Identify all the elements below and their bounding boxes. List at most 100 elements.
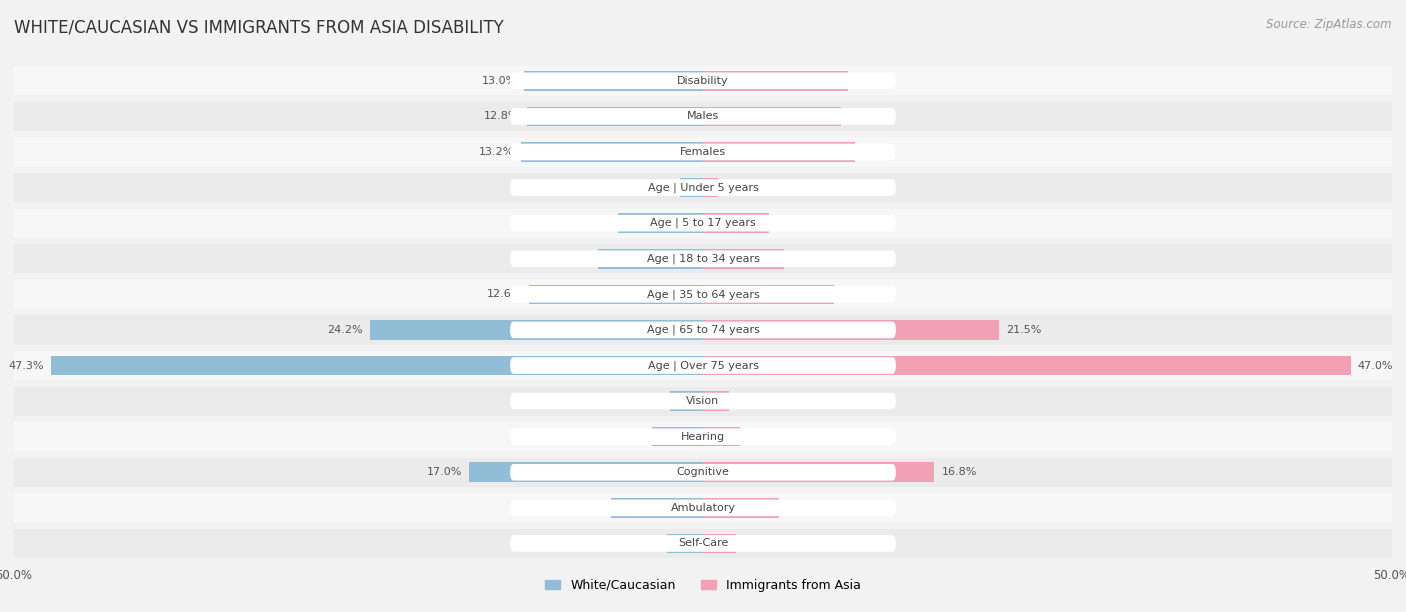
Bar	[14, 351, 1392, 380]
Bar	[524, 71, 703, 91]
Bar	[370, 320, 703, 340]
Text: 17.0%: 17.0%	[426, 468, 461, 477]
Bar	[669, 391, 703, 411]
Bar	[14, 493, 1392, 523]
Text: Age | 35 to 64 years: Age | 35 to 64 years	[647, 289, 759, 300]
Text: Disability: Disability	[678, 76, 728, 86]
FancyBboxPatch shape	[510, 250, 896, 267]
Bar	[703, 142, 855, 162]
Bar	[703, 356, 1351, 375]
Bar	[703, 498, 779, 518]
Text: 13.0%: 13.0%	[482, 76, 517, 86]
Text: Age | 5 to 17 years: Age | 5 to 17 years	[650, 218, 756, 228]
Text: 11.0%: 11.0%	[862, 147, 897, 157]
Bar	[530, 285, 703, 304]
Text: 1.1%: 1.1%	[725, 182, 754, 193]
Text: Females: Females	[681, 147, 725, 157]
Bar	[14, 422, 1392, 451]
Text: 3.7%: 3.7%	[617, 431, 645, 442]
Text: 21.5%: 21.5%	[1007, 325, 1042, 335]
Text: Ambulatory: Ambulatory	[671, 503, 735, 513]
Bar	[14, 66, 1392, 95]
FancyBboxPatch shape	[510, 144, 896, 160]
Bar	[14, 244, 1392, 274]
Bar	[703, 214, 769, 233]
Text: 10.5%: 10.5%	[855, 76, 890, 86]
Bar	[14, 173, 1392, 202]
Bar	[14, 280, 1392, 309]
Bar	[703, 249, 785, 269]
Legend: White/Caucasian, Immigrants from Asia: White/Caucasian, Immigrants from Asia	[546, 579, 860, 592]
Text: 1.7%: 1.7%	[644, 182, 672, 193]
Text: 10.0%: 10.0%	[848, 111, 883, 121]
Text: Males: Males	[688, 111, 718, 121]
Text: Cognitive: Cognitive	[676, 468, 730, 477]
Text: Age | Under 5 years: Age | Under 5 years	[648, 182, 758, 193]
Text: WHITE/CAUCASIAN VS IMMIGRANTS FROM ASIA DISABILITY: WHITE/CAUCASIAN VS IMMIGRANTS FROM ASIA …	[14, 18, 503, 36]
Bar	[703, 320, 1000, 340]
Text: 6.7%: 6.7%	[575, 503, 603, 513]
FancyBboxPatch shape	[510, 464, 896, 480]
FancyBboxPatch shape	[510, 72, 896, 89]
Text: 5.5%: 5.5%	[786, 503, 814, 513]
FancyBboxPatch shape	[510, 535, 896, 552]
Bar	[617, 214, 703, 233]
FancyBboxPatch shape	[510, 357, 896, 374]
FancyBboxPatch shape	[510, 499, 896, 516]
Bar	[703, 391, 730, 411]
Text: 12.8%: 12.8%	[484, 111, 520, 121]
Bar	[703, 177, 718, 197]
Bar	[599, 249, 703, 269]
Text: 6.2%: 6.2%	[582, 218, 610, 228]
Text: 47.0%: 47.0%	[1358, 360, 1393, 370]
Bar	[468, 463, 703, 482]
Bar	[703, 285, 834, 304]
Text: Hearing: Hearing	[681, 431, 725, 442]
Bar	[51, 356, 703, 375]
Text: Self-Care: Self-Care	[678, 539, 728, 548]
Bar	[703, 463, 935, 482]
Bar	[14, 315, 1392, 345]
Bar	[679, 177, 703, 197]
Bar	[14, 102, 1392, 131]
Bar	[14, 529, 1392, 558]
Text: 9.5%: 9.5%	[841, 289, 869, 299]
FancyBboxPatch shape	[510, 286, 896, 303]
Bar	[703, 106, 841, 126]
Text: 2.7%: 2.7%	[747, 431, 776, 442]
Text: 13.2%: 13.2%	[479, 147, 515, 157]
Bar	[527, 106, 703, 126]
FancyBboxPatch shape	[510, 179, 896, 196]
Bar	[14, 458, 1392, 487]
FancyBboxPatch shape	[510, 393, 896, 409]
Text: Age | Over 75 years: Age | Over 75 years	[648, 360, 758, 371]
Text: 47.3%: 47.3%	[8, 360, 45, 370]
FancyBboxPatch shape	[510, 428, 896, 445]
Text: 7.6%: 7.6%	[562, 254, 592, 264]
Bar	[703, 71, 848, 91]
Text: 2.6%: 2.6%	[631, 539, 661, 548]
Text: Vision: Vision	[686, 396, 720, 406]
Bar	[703, 427, 740, 447]
Bar	[668, 534, 703, 553]
Text: 4.8%: 4.8%	[776, 218, 804, 228]
Text: 2.4%: 2.4%	[634, 396, 664, 406]
Text: 2.4%: 2.4%	[742, 539, 772, 548]
Text: Age | 18 to 34 years: Age | 18 to 34 years	[647, 253, 759, 264]
Text: 16.8%: 16.8%	[942, 468, 977, 477]
Text: Source: ZipAtlas.com: Source: ZipAtlas.com	[1267, 18, 1392, 31]
Bar	[14, 387, 1392, 416]
Bar	[610, 498, 703, 518]
Text: Age | 65 to 74 years: Age | 65 to 74 years	[647, 324, 759, 335]
Text: 24.2%: 24.2%	[328, 325, 363, 335]
FancyBboxPatch shape	[510, 108, 896, 125]
FancyBboxPatch shape	[510, 215, 896, 231]
FancyBboxPatch shape	[510, 321, 896, 338]
Bar	[14, 137, 1392, 166]
Bar	[703, 534, 737, 553]
Text: 1.9%: 1.9%	[737, 396, 765, 406]
Bar	[652, 427, 703, 447]
Text: 5.9%: 5.9%	[792, 254, 820, 264]
Bar	[522, 142, 703, 162]
Bar	[14, 209, 1392, 237]
